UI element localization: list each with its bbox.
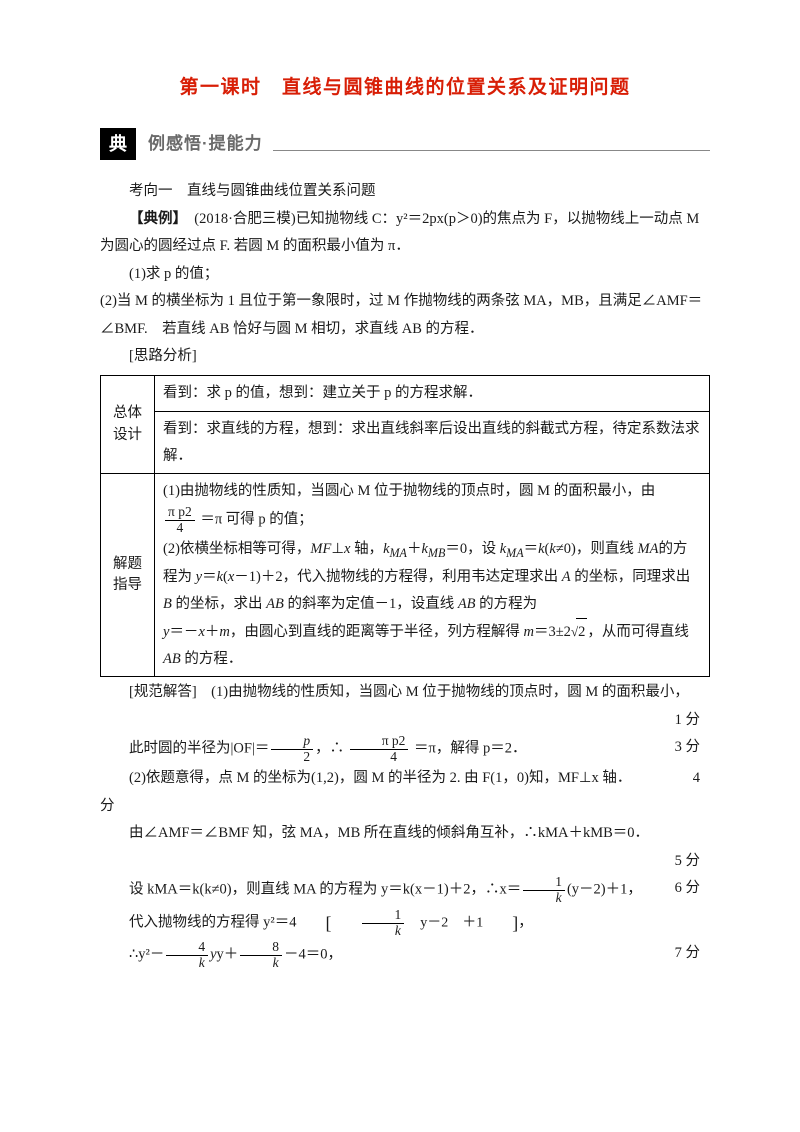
text-span: (2)依题意得，点 M 的坐标为(1,2)，圆 M 的半径为 2. 由 F(1，… bbox=[129, 770, 631, 786]
guide-part2: (2)依横坐标相等可得，MF⊥x 轴，kMA＋kMB＝0，设 kMA＝k(k≠0… bbox=[163, 536, 701, 672]
table-row: 看到：求直线的方程，想到：求出直线斜率后设出直线的斜截式方程，待定系数法求解． bbox=[101, 411, 710, 474]
frac-den: k bbox=[362, 924, 404, 939]
radius-line: 此时圆的半径为|OF|＝p2，∴ π p24 ＝π，解得 p＝2． 3 分 bbox=[100, 734, 710, 765]
table-cell: (1)由抛物线的性质知，当圆心 M 位于抛物线的顶点时，圆 M 的面积最小，由 … bbox=[155, 474, 710, 677]
frac-num: 8 bbox=[240, 940, 282, 956]
section-subtitle: 例感悟·提能力 bbox=[148, 128, 263, 160]
text-span: 此时圆的半径为|OF|＝ bbox=[129, 741, 269, 757]
analysis-table: 总体设计 看到：求 p 的值，想到：建立关于 p 的方程求解． 看到：求直线的方… bbox=[100, 375, 710, 677]
line-6: 设 kMA＝k(k≠0)，则直线 MA 的方程为 y＝k(x－1)＋2，∴x＝1… bbox=[100, 875, 710, 906]
text-span: ＝π，解得 p＝2． bbox=[410, 741, 526, 757]
guide-text-1b: ＝π 可得 p 的值； bbox=[197, 512, 313, 528]
table-row: 解题指导 (1)由抛物线的性质知，当圆心 M 位于抛物线的顶点时，圆 M 的面积… bbox=[101, 474, 710, 677]
frac-num: π p2 bbox=[165, 505, 195, 521]
line-7: 代入抛物线的方程得 y²＝4[1k y－2 ＋1]， bbox=[100, 906, 710, 940]
fraction-icon: π p2 4 bbox=[165, 505, 195, 536]
question-2: (2)当 M 的横坐标为 1 且位于第一象限时，过 M 作抛物线的两条弦 MA，… bbox=[100, 288, 710, 343]
fraction-icon: 8k bbox=[240, 940, 282, 971]
fraction-icon: 1k bbox=[362, 908, 404, 939]
score-badge: 5 分 bbox=[646, 848, 700, 876]
sqrt-val: 2 bbox=[576, 618, 587, 646]
guifan-label: [规范解答] (1)由抛物线的性质知，当圆心 M 位于抛物线的顶点时，圆 M 的… bbox=[100, 679, 710, 707]
score-badge: 6 分 bbox=[646, 875, 700, 903]
line-8: ∴y²－4kyy＋8k－4＝0， 7 分 bbox=[100, 940, 710, 971]
dianli-label: 【典例】 bbox=[129, 211, 180, 227]
table-label-overall: 总体设计 bbox=[101, 375, 155, 473]
text-span: －4＝0， bbox=[284, 947, 342, 963]
frac-den: 4 bbox=[350, 750, 409, 765]
text-span: 设 kMA＝k(k≠0)，则直线 MA 的方程为 y＝k(x－1)＋2，∴x＝ bbox=[129, 882, 521, 898]
guide-part1: (1)由抛物线的性质知，当圆心 M 位于抛物线的顶点时，圆 M 的面积最小，由 … bbox=[163, 478, 701, 536]
fraction-icon: p2 bbox=[271, 734, 313, 765]
frac-num: π p2 bbox=[350, 734, 409, 750]
section-rule bbox=[273, 137, 710, 151]
kaoxiang-heading: 考向一 直线与圆锥曲线位置关系问题 bbox=[100, 178, 710, 206]
guide-text-1a: (1)由抛物线的性质知，当圆心 M 位于抛物线的顶点时，圆 M 的面积最小，由 bbox=[163, 483, 655, 499]
line-4: (2)依题意得，点 M 的坐标为(1,2)，圆 M 的半径为 2. 由 F(1，… bbox=[100, 765, 710, 793]
score-badge: 1 分 bbox=[675, 707, 700, 735]
question-1: (1)求 p 的值； bbox=[100, 261, 710, 289]
frac-den: k bbox=[523, 891, 565, 906]
table-label-guide: 解题指导 bbox=[101, 474, 155, 677]
text-span: ∴y²－ bbox=[129, 947, 164, 963]
frac-num: 1 bbox=[362, 908, 404, 924]
frac-num: 1 bbox=[523, 875, 565, 891]
table-cell: 看到：求 p 的值，想到：建立关于 p 的方程求解． bbox=[155, 375, 710, 411]
text-span: 代入抛物线的方程得 y²＝4 bbox=[129, 914, 296, 930]
fraction-icon: 4k bbox=[166, 940, 208, 971]
section-header: 典 例感悟·提能力 bbox=[100, 128, 710, 160]
dianli-text: (2018·合肥三模)已知抛物线 C：y²＝2px(p＞0)的焦点为 F，以抛物… bbox=[100, 211, 699, 255]
frac-den: 4 bbox=[165, 521, 195, 536]
line4-text: (2)依题意得，点 M 的坐标为(1,2)，圆 M 的半径为 2. 由 F(1，… bbox=[100, 765, 710, 793]
frac-den: 2 bbox=[271, 750, 313, 765]
score-badge: 7 分 bbox=[646, 940, 700, 968]
frac-num: p bbox=[271, 734, 313, 750]
text-span: y－2 ＋1 bbox=[406, 915, 483, 930]
score-badge: 3 分 bbox=[646, 734, 700, 762]
table-row: 总体设计 看到：求 p 的值，想到：建立关于 p 的方程求解． bbox=[101, 375, 710, 411]
line-5: 由∠AMF＝∠BMF 知，弦 MA，MB 所在直线的倾斜角互补，∴kMA＋kMB… bbox=[100, 820, 710, 848]
text-span: y＋ bbox=[217, 947, 239, 963]
lesson-title: 第一课时 直线与圆锥曲线的位置关系及证明问题 bbox=[100, 70, 710, 106]
example-intro: 【典例】 (2018·合肥三模)已知抛物线 C：y²＝2px(p＞0)的焦点为 … bbox=[100, 206, 710, 261]
silu-label: [思路分析] bbox=[100, 343, 710, 371]
fraction-icon: π p24 bbox=[350, 734, 409, 765]
section-glyph-box: 典 bbox=[100, 128, 136, 160]
fraction-icon: 1k bbox=[523, 875, 565, 906]
frac-num: 4 bbox=[166, 940, 208, 956]
frac-den: k bbox=[240, 956, 282, 971]
text-span: ，∴ bbox=[315, 741, 348, 757]
table-cell: 看到：求直线的方程，想到：求出直线斜率后设出直线的斜截式方程，待定系数法求解． bbox=[155, 411, 710, 474]
text-span: (y－2)＋1， bbox=[567, 882, 642, 898]
score-badge: 4 bbox=[664, 765, 700, 793]
bracket-icon: [1k y－2 ＋1] bbox=[296, 906, 518, 940]
fen-line: 分 bbox=[100, 793, 710, 821]
frac-den: k bbox=[166, 956, 208, 971]
text-span: 由∠AMF＝∠BMF 知，弦 MA，MB 所在直线的倾斜角互补，∴kMA＋kMB… bbox=[129, 825, 649, 841]
